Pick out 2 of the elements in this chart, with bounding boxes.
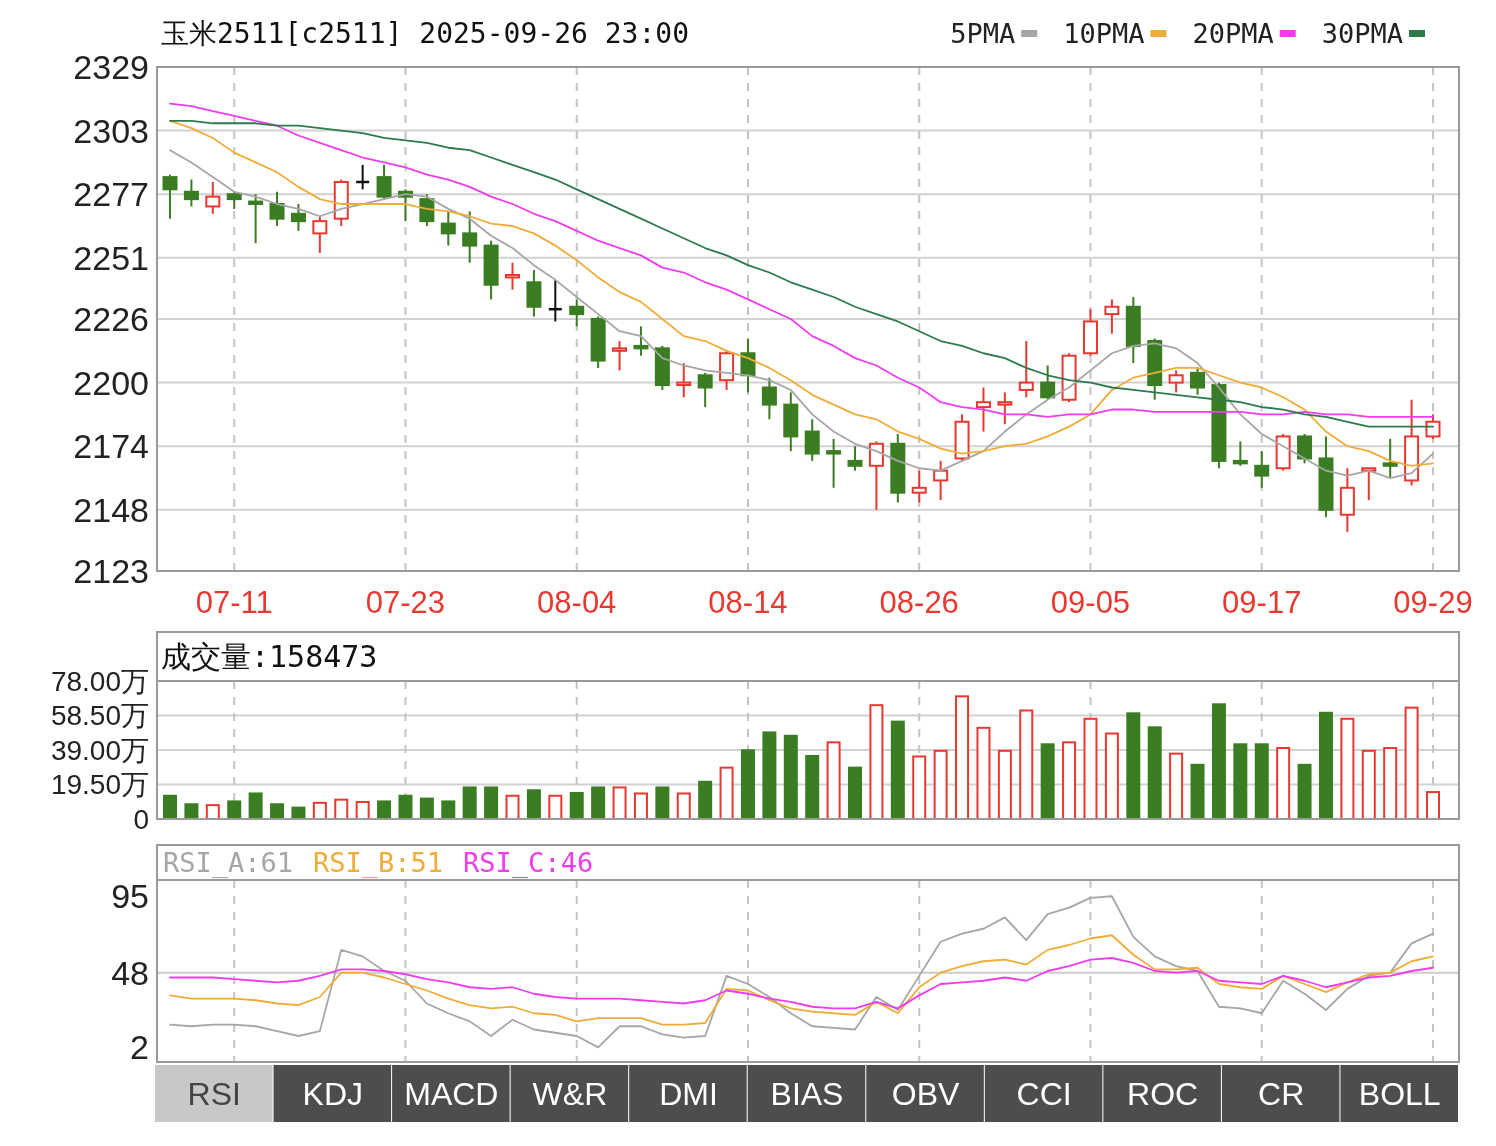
- title: 成交量:158473: [161, 639, 378, 674]
- title: 玉米2511[c2511] 2025-09-26 23:00: [161, 16, 689, 50]
